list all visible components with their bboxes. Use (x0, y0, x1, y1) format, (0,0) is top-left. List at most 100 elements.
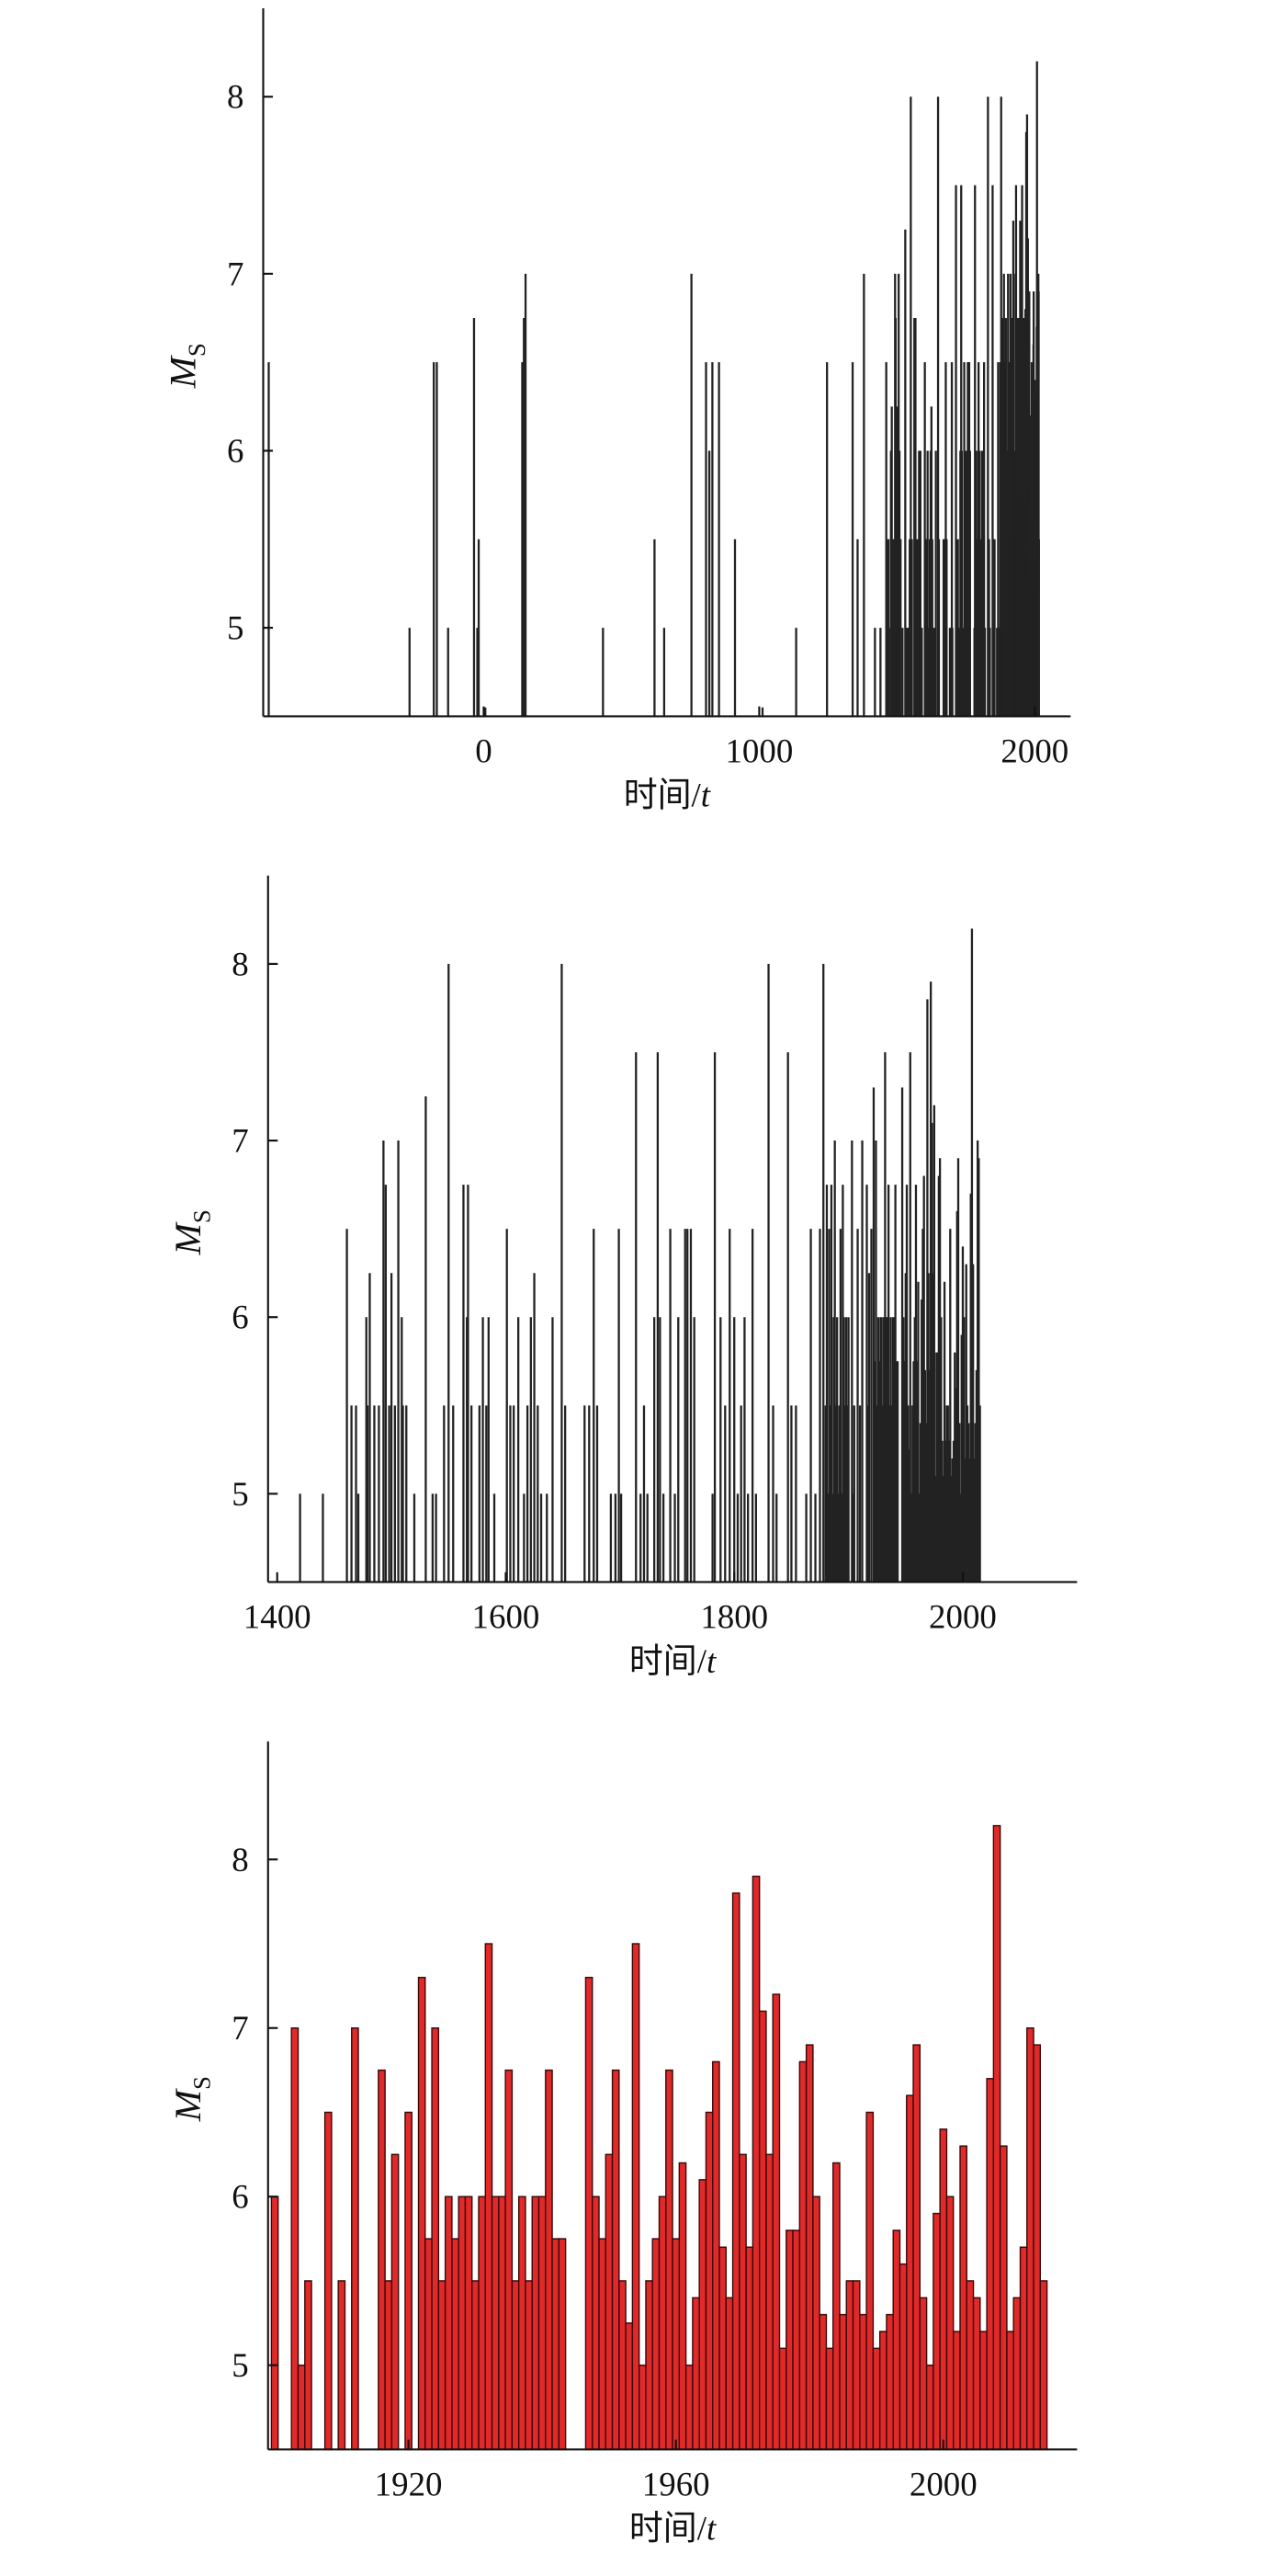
bar (545, 2069, 553, 2451)
bar (752, 1875, 761, 2451)
bar (872, 2347, 881, 2451)
bar (451, 2238, 459, 2451)
bar (424, 2238, 433, 2451)
bar (471, 2280, 480, 2451)
y-tick-label: 8 (232, 1842, 248, 1879)
bar (745, 2246, 754, 2451)
bar (832, 2162, 841, 2451)
bar (1033, 2044, 1042, 2451)
bar (297, 2364, 306, 2451)
bar (458, 2196, 467, 2451)
bar (611, 2069, 620, 2451)
bar (731, 1892, 740, 2451)
x-label-var: t (706, 1643, 718, 1681)
bar (290, 2027, 300, 2451)
x-axis-label: 时间/t (624, 777, 712, 814)
x-tick-label: 2000 (1000, 732, 1068, 770)
bar (698, 2179, 707, 2451)
bar (645, 2280, 653, 2451)
bar (665, 2069, 673, 2451)
bar (986, 2078, 995, 2451)
bar (498, 2196, 506, 2451)
bar (605, 2153, 614, 2451)
bar (739, 2153, 747, 2451)
bar (933, 2212, 941, 2451)
bar (705, 2111, 714, 2451)
bar (678, 2162, 687, 2451)
bar (959, 2145, 967, 2451)
bar (304, 2280, 312, 2451)
x-axis-label: 时间/t (629, 1643, 718, 1681)
bar (1012, 2297, 1022, 2451)
y-axis-label: MS (167, 1209, 215, 1255)
bar (899, 2263, 908, 2451)
bar (812, 2196, 820, 2451)
y-tick-label: 7 (232, 2010, 248, 2048)
bar (491, 2196, 500, 2451)
bar (953, 2331, 961, 2451)
bar (692, 2297, 700, 2451)
bar (404, 2111, 413, 2451)
bar (859, 2313, 867, 2451)
bar (1039, 2280, 1048, 2451)
x-tick-label: 1600 (472, 1598, 540, 1636)
y-tick-label: 7 (232, 1122, 248, 1160)
bar (658, 2196, 667, 2451)
x-tick-label: 1400 (243, 1598, 311, 1636)
bar (638, 2364, 647, 2451)
x-tick-label: 1960 (642, 2466, 710, 2503)
bar (786, 2230, 794, 2451)
y-label-text: M (167, 1221, 209, 1255)
x-label-text: 时间/ (629, 1643, 707, 1681)
bar (504, 2069, 514, 2451)
y-axis-label: MS (167, 2076, 215, 2122)
bar (845, 2280, 854, 2451)
x-label-text: 时间/ (629, 2510, 707, 2548)
bar (819, 2313, 828, 2451)
bar (631, 1943, 640, 2451)
bar (805, 2044, 814, 2451)
bar (484, 1943, 493, 2451)
bar (979, 2331, 988, 2451)
bar (592, 2196, 600, 2451)
bar (618, 2280, 627, 2451)
bar (525, 2280, 533, 2451)
bar (598, 2238, 606, 2451)
bar (919, 2297, 928, 2451)
bar (712, 2060, 720, 2451)
bar (437, 2280, 446, 2451)
x-tick-label: 2000 (929, 1598, 997, 1636)
bar (1026, 2027, 1034, 2451)
bar (464, 2196, 473, 2451)
y-tick-label: 5 (232, 1476, 248, 1514)
bar (431, 2027, 440, 2451)
y-label-text: M (163, 355, 204, 389)
bar (537, 2196, 547, 2451)
x-tick-label: 2000 (910, 2466, 978, 2503)
bar (531, 2196, 540, 2451)
bar (625, 2322, 634, 2451)
chart: 5 6 7 8 1400 1600 1800 2000 时间/t MS (167, 875, 1078, 1681)
bar (772, 1993, 781, 2451)
bar (558, 2238, 567, 2451)
bar (765, 2153, 774, 2451)
bar (270, 2196, 279, 2451)
x-tick-label: 1000 (725, 732, 793, 770)
y-tick-label: 6 (232, 1299, 248, 1336)
x-tick-label: 1800 (700, 1598, 768, 1636)
x-label-var: t (706, 2510, 718, 2548)
x-tick-label: 1920 (375, 2466, 443, 2503)
x-axis-label: 时间/t (629, 2510, 718, 2548)
bar (839, 2313, 847, 2451)
y-label-sub: S (188, 1209, 216, 1223)
bar (886, 2313, 894, 2451)
bar (825, 2347, 834, 2451)
bar (865, 2111, 875, 2451)
bar (323, 2111, 333, 2451)
bar (517, 2196, 526, 2451)
y-label-sub: S (188, 2076, 216, 2090)
bar (651, 2238, 661, 2451)
y-label-text: M (167, 2088, 209, 2122)
bar (792, 2230, 801, 2451)
